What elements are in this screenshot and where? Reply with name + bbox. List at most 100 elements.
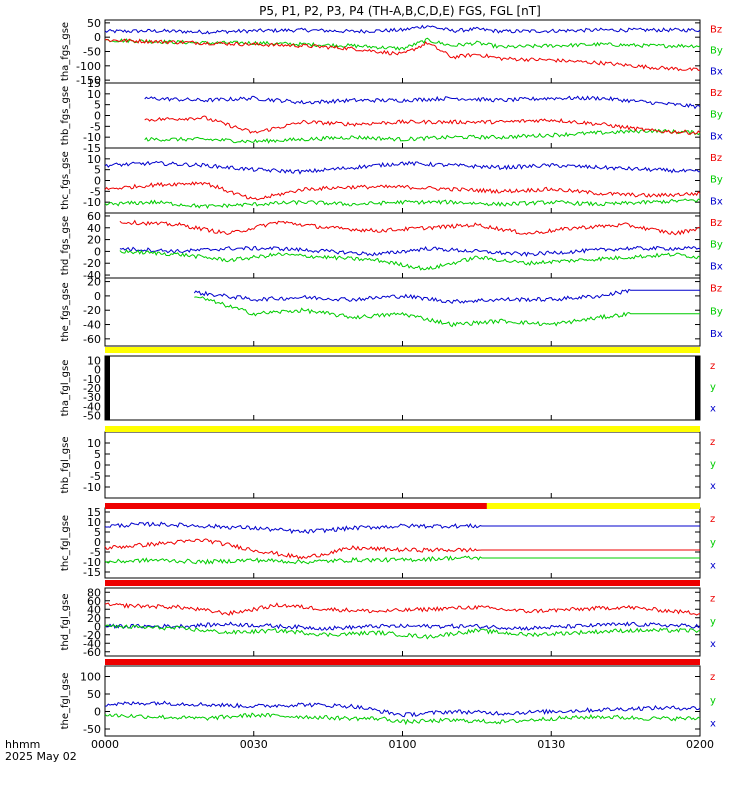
y-tick-label: 100 [80, 671, 101, 684]
y-tick-label: 0 [94, 706, 101, 719]
y-tick-label: 15 [87, 77, 101, 90]
legend-x: x [710, 481, 716, 492]
legend-z: z [710, 672, 715, 683]
y-tick-label: 10 [87, 516, 101, 529]
series-y-line [104, 624, 701, 640]
y-axis-label: thd_fgl_gse [60, 594, 71, 651]
legend-Bz: Bz [710, 284, 722, 295]
y-tick-label: 20 [87, 276, 101, 289]
legend-z: z [710, 514, 715, 525]
y-tick-label: -60 [83, 333, 101, 346]
legend-Bx: Bx [710, 261, 723, 272]
y-tick-label: 0 [94, 364, 101, 377]
series-x-line [104, 621, 701, 631]
y-tick-label: -15 [83, 566, 101, 579]
series-By-line [104, 198, 701, 209]
legend-By: By [710, 46, 723, 57]
series-Bz-line [104, 181, 701, 201]
panel-frame [104, 277, 701, 347]
y-tick-label: 10 [87, 437, 101, 450]
y-tick-label: -5 [90, 470, 101, 483]
legend-Bx: Bx [710, 196, 723, 207]
status-bar [105, 659, 700, 665]
time-unit-label: hhmm [5, 738, 40, 751]
y-tick-label: 10 [87, 88, 101, 101]
y-axis-label: thb_fgl_gse [60, 437, 71, 494]
legend-Bx: Bx [710, 329, 723, 340]
panel-tha_fgs_gse: 500 -50-100-150 tha_fgs_gse Bz By Bx [60, 17, 723, 87]
y-tick-label: -50 [83, 723, 101, 736]
panel-frame [104, 355, 701, 421]
panel-frame [104, 431, 701, 499]
legend-y: y [710, 382, 716, 393]
y-tick-label: -10 [83, 196, 101, 209]
y-tick-label: 80 [87, 586, 101, 599]
figure-title: P5, P1, P2, P3, P4 (TH-A,B,C,D,E) FGS, F… [259, 4, 541, 18]
series-z-line [104, 602, 701, 616]
panel-frame [104, 507, 701, 579]
legend-x: x [710, 639, 716, 650]
y-tick-label: -40 [83, 400, 101, 413]
y-tick-label: -30 [83, 391, 101, 404]
y-axis-label: the_fgs_gse [60, 282, 71, 341]
series-By-line [104, 37, 701, 51]
y-tick-label: -10 [83, 373, 101, 386]
legend-z: z [710, 594, 715, 605]
legend-Bz: Bz [710, 88, 722, 99]
series-Bx-line [104, 24, 701, 35]
series-Bz-line [144, 115, 701, 135]
series-Bx-line [193, 288, 700, 305]
legend-y: y [710, 459, 716, 470]
series-Bx-line [104, 160, 701, 175]
y-tick-label: -10 [83, 481, 101, 494]
x-tick-label: 0100 [389, 738, 417, 751]
y-axis-label: tha_fgl_gse [60, 360, 71, 417]
y-axis-label: tha_fgs_gse [60, 22, 71, 81]
y-tick-label: 0 [94, 459, 101, 472]
y-tick-label: -60 [83, 646, 101, 659]
series-By-line [144, 128, 701, 144]
y-tick-label: -20 [83, 257, 101, 270]
y-tick-label: 0 [94, 245, 101, 258]
legend-y: y [710, 537, 716, 548]
y-tick-label: -40 [83, 637, 101, 650]
panel-tha_fgl_gse: 100-10-20-30-40-50 tha_fgl_gse zyx [60, 355, 716, 423]
y-axis-label: the_fgl_gse [60, 673, 71, 730]
y-tick-label: -40 [83, 319, 101, 332]
legend-y: y [710, 616, 716, 627]
data-gap-bar-left [105, 356, 110, 420]
status-bar [105, 503, 487, 509]
legend-Bx: Bx [710, 67, 723, 78]
y-tick-label: -10 [83, 556, 101, 569]
y-tick-label: -50 [83, 409, 101, 422]
y-tick-label: 40 [87, 603, 101, 616]
data-gap-bar-right [695, 356, 700, 420]
y-tick-label: 60 [87, 595, 101, 608]
y-tick-label: -20 [83, 304, 101, 317]
x-tick-label: 0000 [91, 738, 119, 751]
legend-By: By [710, 306, 723, 317]
series-x-line [104, 521, 700, 535]
series-y-line [104, 712, 701, 726]
legend-x: x [710, 403, 716, 414]
legend-x: x [710, 719, 716, 730]
date-label: 2025 May 02 [5, 750, 77, 763]
legend-x: x [710, 561, 716, 572]
x-tick-label: 0130 [537, 738, 565, 751]
legend-z: z [710, 437, 715, 448]
y-axis-label: thd_fgs_gse [60, 216, 71, 275]
y-tick-label: -50 [83, 46, 101, 59]
series-x-line [104, 700, 701, 718]
y-tick-label: -20 [83, 629, 101, 642]
series-Bx-line [144, 95, 701, 110]
y-tick-label: -15 [83, 142, 101, 155]
y-axis-label: thc_fgl_gse [60, 515, 71, 571]
y-tick-label: 50 [87, 17, 101, 30]
y-tick-label: 0 [94, 620, 101, 633]
y-tick-label: -100 [76, 60, 101, 73]
